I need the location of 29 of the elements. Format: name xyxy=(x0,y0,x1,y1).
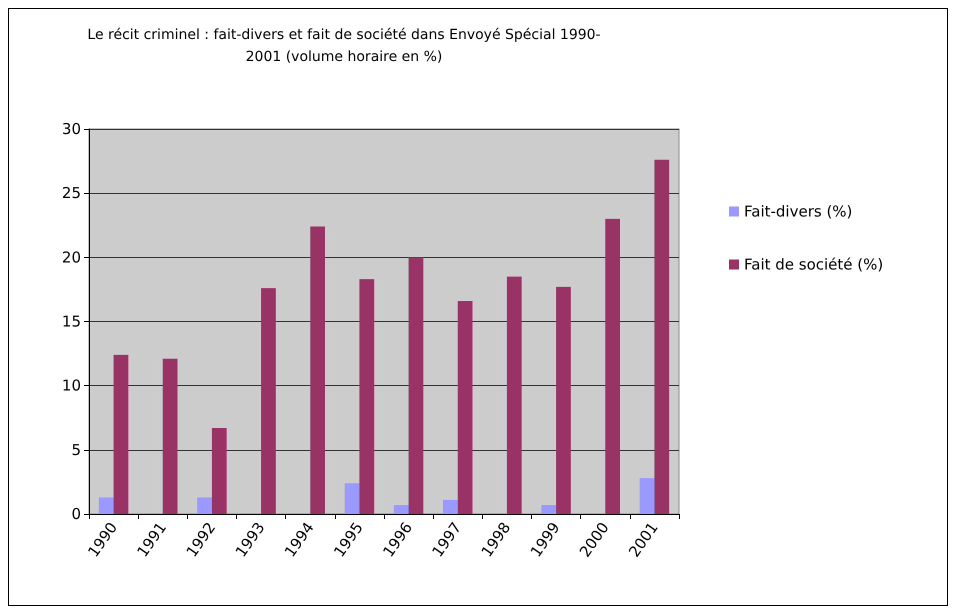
y-tick-label: 25 xyxy=(62,184,81,202)
bar xyxy=(344,483,360,514)
y-tick-label: 20 xyxy=(62,248,81,266)
bar xyxy=(654,160,670,514)
bar xyxy=(98,497,114,514)
bar xyxy=(408,257,424,514)
chart-title: Le récit criminel : fait-divers et fait de société dans Envoyé Spécial 1990- 2001 (volume horaire en %) xyxy=(87,27,601,65)
bar xyxy=(310,226,325,514)
bar xyxy=(640,478,654,514)
y-tick-label: 0 xyxy=(71,505,81,523)
bar xyxy=(556,286,571,514)
bar xyxy=(458,300,472,514)
legend-label: Fait-divers (%) xyxy=(744,202,852,220)
bar xyxy=(114,354,128,514)
y-tick-label: 10 xyxy=(62,376,81,395)
bar xyxy=(541,505,556,514)
bar xyxy=(443,500,458,514)
bar xyxy=(212,428,227,514)
y-tick-label: 5 xyxy=(71,440,81,459)
bar xyxy=(197,497,212,514)
bar xyxy=(162,358,178,514)
bar xyxy=(394,505,409,514)
bar xyxy=(359,279,374,514)
bar xyxy=(605,218,620,514)
bar xyxy=(506,276,522,514)
bar xyxy=(261,288,276,514)
y-tick-label: 15 xyxy=(62,312,81,330)
legend-label: Fait de société (%) xyxy=(744,256,884,274)
y-tick-label: 30 xyxy=(62,120,81,138)
